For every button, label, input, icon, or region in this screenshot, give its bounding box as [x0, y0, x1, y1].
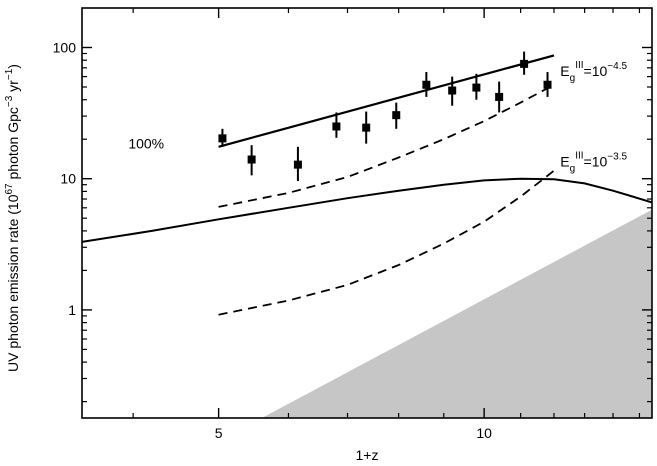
data-point: [392, 111, 401, 120]
y-axis-title-mid: photon Gpc: [5, 107, 21, 183]
data-point: [362, 123, 371, 132]
ticks-layer: [82, 8, 652, 418]
data-point: [332, 122, 341, 131]
dashed-curve-lower: [218, 169, 555, 316]
shaded-region-fill: [262, 209, 652, 418]
data-point: [293, 160, 302, 169]
y-axis-title-mid2: yr: [5, 80, 21, 96]
y-axis-title-sup-67: 67: [4, 183, 15, 195]
data-point: [543, 80, 552, 89]
label-eg-lower-sup: III: [575, 151, 583, 162]
y-tick-label: 100: [53, 39, 77, 55]
label-eg-upper-sub: g: [570, 73, 576, 84]
label-eg-lower-base: E: [560, 154, 569, 170]
curves-layer: [81, 54, 653, 316]
label-eg-upper-base: E: [560, 63, 569, 79]
label-eg-lower: Eg III=10−3.5: [560, 151, 627, 175]
label-eg-upper: Eg III=10−4.5: [560, 60, 627, 84]
data-points-layer: [218, 51, 552, 182]
tick-labels-layer: 5 10 1 10 100: [53, 39, 492, 441]
y-axis-title-post: ): [5, 64, 21, 69]
y-axis-title: UV photon emission rate (1067 photon Gpc…: [4, 64, 21, 372]
label-eg-upper-eq: =10: [584, 63, 608, 79]
data-point: [422, 80, 431, 89]
label-eg-upper-exp: −4.5: [607, 61, 627, 72]
x-tick-label: 10: [476, 425, 492, 441]
x-axis-title: 1+z: [356, 447, 379, 463]
data-point: [495, 92, 504, 101]
solid-curve: [81, 177, 653, 243]
y-axis-title-pre: UV photon emission rate (10: [5, 194, 21, 372]
x-tick-label: 5: [215, 425, 223, 441]
label-eg-lower-sub: g: [570, 164, 576, 175]
fit-line-100-percent: [218, 54, 555, 148]
label-eg-upper-sup: III: [575, 60, 583, 71]
y-axis-title-sup-1: −1: [4, 68, 15, 80]
shaded-region-layer: [262, 209, 652, 418]
label-eg-lower-exp: −3.5: [607, 152, 627, 163]
data-point: [472, 83, 481, 92]
data-point: [520, 59, 529, 68]
label-100-percent: 100%: [128, 136, 164, 152]
data-point: [448, 86, 457, 95]
plot-frame: [81, 7, 653, 419]
data-point: [247, 155, 256, 164]
y-axis-title-sup-3: −3: [4, 95, 15, 107]
data-point: [218, 134, 227, 143]
y-tick-label: 10: [60, 171, 76, 187]
label-eg-lower-eq: =10: [584, 154, 608, 170]
y-tick-label: 1: [68, 302, 76, 318]
dashed-curve-upper: [218, 84, 555, 208]
